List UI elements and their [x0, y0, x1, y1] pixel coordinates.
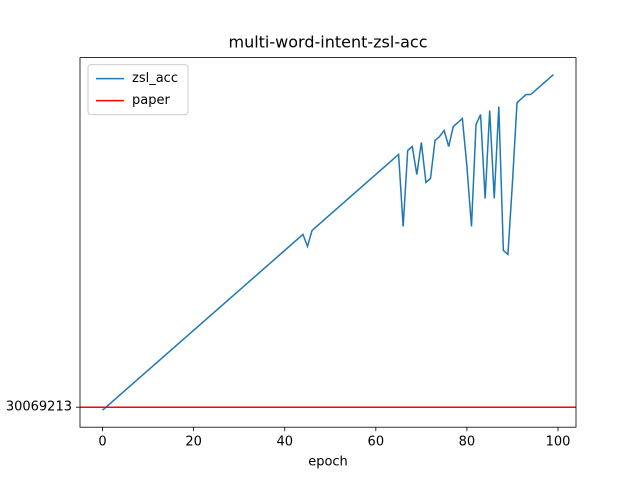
series-line: [102, 74, 554, 411]
legend-label: paper: [132, 93, 170, 108]
x-tick-label: 80: [459, 435, 476, 450]
x-tick-label: 60: [368, 435, 385, 450]
x-tick-label: 20: [185, 435, 202, 450]
y-tick-label: 30069213: [6, 400, 72, 415]
x-tick-label: 0: [98, 435, 106, 450]
x-tick-label: 40: [276, 435, 293, 450]
legend-box: [87, 64, 189, 116]
plot-frame: [79, 57, 577, 428]
x-tick-label: 100: [546, 435, 571, 450]
legend-label: zsl_acc: [132, 71, 178, 86]
x-axis-label: epoch: [308, 455, 348, 470]
chart-title: multi-word-intent-zsl-acc: [228, 33, 427, 52]
